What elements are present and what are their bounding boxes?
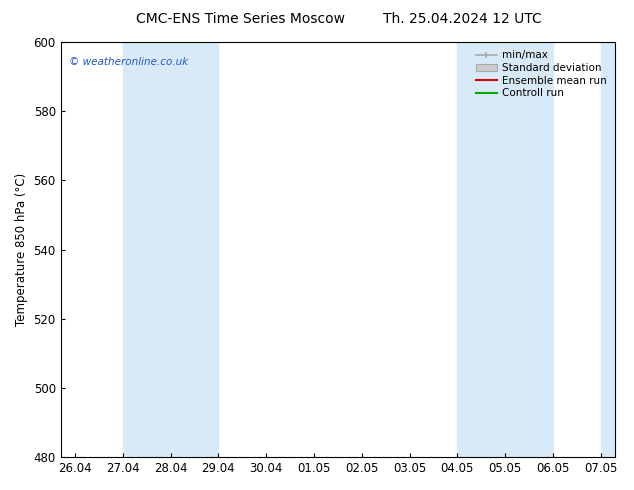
Text: Th. 25.04.2024 12 UTC: Th. 25.04.2024 12 UTC <box>384 12 542 26</box>
Bar <box>457 42 553 457</box>
Text: CMC-ENS Time Series Moscow: CMC-ENS Time Series Moscow <box>136 12 346 26</box>
Text: © weatheronline.co.uk: © weatheronline.co.uk <box>69 56 188 67</box>
Bar <box>600 42 634 457</box>
Legend: min/max, Standard deviation, Ensemble mean run, Controll run: min/max, Standard deviation, Ensemble me… <box>473 47 610 101</box>
Bar <box>123 42 218 457</box>
Y-axis label: Temperature 850 hPa (°C): Temperature 850 hPa (°C) <box>15 173 28 326</box>
